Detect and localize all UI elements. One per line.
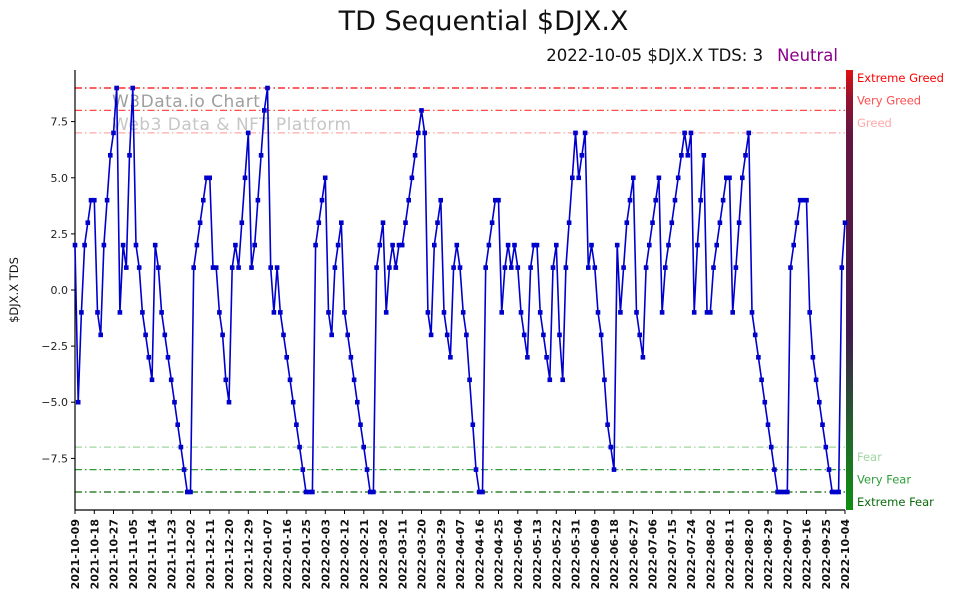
svg-text:Extreme Fear: Extreme Fear	[857, 495, 934, 509]
svg-text:−5.0: −5.0	[41, 396, 68, 409]
svg-text:2022-05-04: 2022-05-04	[512, 519, 525, 590]
svg-text:2021-11-05: 2021-11-05	[127, 519, 140, 589]
svg-text:Very Fear: Very Fear	[857, 473, 911, 487]
svg-text:5.0: 5.0	[51, 172, 69, 185]
svg-text:2021-11-14: 2021-11-14	[146, 519, 159, 590]
svg-text:2022-08-20: 2022-08-20	[743, 519, 756, 590]
svg-text:2022-08-11: 2022-08-11	[724, 519, 737, 589]
svg-text:2021-10-27: 2021-10-27	[108, 519, 121, 589]
svg-text:2021-11-23: 2021-11-23	[165, 519, 178, 589]
svg-text:2022-04-16: 2022-04-16	[473, 519, 486, 590]
svg-text:2022-07-06: 2022-07-06	[647, 519, 660, 590]
svg-text:2021-10-18: 2021-10-18	[88, 519, 101, 589]
svg-text:2022-08-29: 2022-08-29	[762, 519, 775, 589]
svg-text:2021-12-20: 2021-12-20	[223, 519, 236, 590]
svg-text:2022-06-09: 2022-06-09	[589, 519, 602, 589]
svg-text:2022-02-03: 2022-02-03	[319, 519, 332, 589]
svg-text:2022-07-24: 2022-07-24	[685, 519, 698, 590]
svg-text:2022-10-04: 2022-10-04	[839, 519, 852, 590]
svg-text:2022-01-16: 2022-01-16	[281, 519, 294, 590]
page-title: TD Sequential $DJX.X	[338, 6, 629, 37]
svg-text:−2.5: −2.5	[41, 340, 68, 353]
svg-text:2021-12-02: 2021-12-02	[185, 519, 198, 589]
svg-text:7.5: 7.5	[51, 116, 69, 129]
subtitle-text: 2022-10-05 $DJX.X TDS: 3	[546, 46, 764, 65]
watermark-line2: Web3 Data & NFT Platform	[112, 115, 352, 135]
svg-text:2022-06-27: 2022-06-27	[627, 519, 640, 589]
svg-text:2022-01-25: 2022-01-25	[300, 519, 313, 589]
svg-text:2022-03-29: 2022-03-29	[435, 519, 448, 589]
svg-text:2022-09-07: 2022-09-07	[781, 519, 794, 589]
svg-text:2022-04-07: 2022-04-07	[454, 519, 467, 589]
svg-text:2022-02-21: 2022-02-21	[358, 519, 371, 589]
svg-text:Very Greed: Very Greed	[857, 93, 921, 107]
svg-text:−7.5: −7.5	[41, 452, 68, 465]
chart-subtitle: 2022-10-05 $DJX.X TDS: 3 Neutral	[546, 46, 838, 65]
svg-text:2022-03-20: 2022-03-20	[416, 519, 429, 590]
svg-text:2022-09-25: 2022-09-25	[820, 519, 833, 589]
svg-text:2022-01-07: 2022-01-07	[262, 519, 275, 589]
svg-text:2022-04-25: 2022-04-25	[493, 519, 506, 589]
watermark-line1: W3Data.io Chart	[112, 92, 261, 112]
svg-text:2022-08-02: 2022-08-02	[704, 519, 717, 589]
svg-text:Extreme Greed: Extreme Greed	[857, 71, 944, 85]
svg-text:2021-12-11: 2021-12-11	[204, 519, 217, 589]
svg-text:2021-10-09: 2021-10-09	[69, 519, 82, 589]
svg-text:2022-07-15: 2022-07-15	[666, 519, 679, 589]
svg-text:2022-06-18: 2022-06-18	[608, 519, 621, 589]
svg-text:2022-03-11: 2022-03-11	[396, 519, 409, 589]
svg-text:0.0: 0.0	[51, 284, 69, 297]
svg-text:2022-02-12: 2022-02-12	[339, 519, 352, 589]
svg-text:2021-12-29: 2021-12-29	[242, 519, 255, 589]
svg-text:Greed: Greed	[857, 116, 892, 130]
svg-text:2022-05-31: 2022-05-31	[570, 519, 583, 589]
sentiment-status: Neutral	[777, 46, 838, 65]
svg-text:2022-05-13: 2022-05-13	[531, 519, 544, 589]
svg-text:2.5: 2.5	[51, 228, 69, 241]
svg-text:2022-09-16: 2022-09-16	[801, 519, 814, 590]
svg-text:2022-03-02: 2022-03-02	[377, 519, 390, 589]
svg-text:2022-05-22: 2022-05-22	[550, 519, 563, 589]
svg-text:Fear: Fear	[857, 450, 882, 464]
